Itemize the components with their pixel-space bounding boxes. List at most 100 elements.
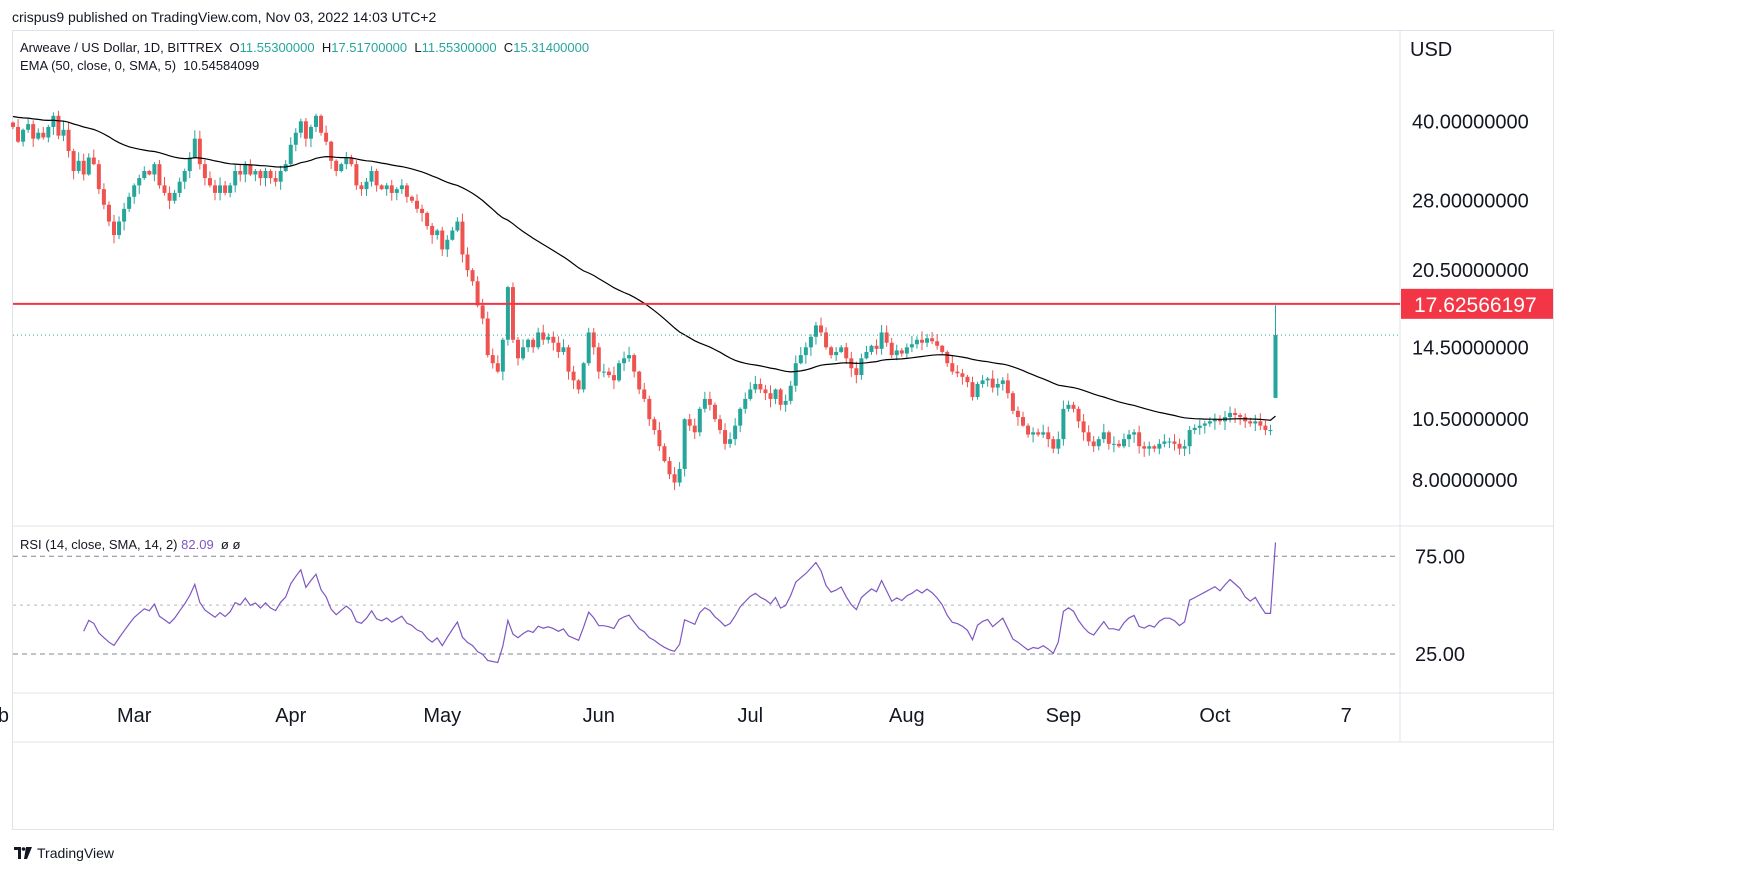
candle-body bbox=[91, 157, 96, 165]
candle-body bbox=[1172, 441, 1177, 444]
candle-body bbox=[187, 157, 192, 172]
candle-body bbox=[990, 378, 995, 388]
candle-body bbox=[662, 446, 667, 462]
candle-body bbox=[1122, 439, 1126, 447]
candle-body bbox=[601, 371, 606, 373]
time-tick-label: Sep bbox=[1046, 705, 1082, 727]
candle-body bbox=[778, 389, 783, 405]
ema-layer bbox=[12, 115, 1276, 421]
candle-body bbox=[339, 164, 344, 172]
candle-body bbox=[379, 185, 384, 190]
candle-body bbox=[1132, 432, 1137, 435]
candle-body bbox=[1197, 425, 1202, 428]
rsi-label[interactable]: RSI (14, close, SMA, 14, 2) bbox=[20, 537, 178, 552]
candle-body bbox=[223, 185, 228, 193]
candle-body bbox=[844, 347, 849, 359]
candle-body bbox=[71, 151, 76, 172]
open-key: O bbox=[229, 40, 240, 55]
candle-body bbox=[11, 122, 15, 127]
candle-body bbox=[783, 400, 788, 405]
candle-body bbox=[879, 332, 884, 349]
candle-body bbox=[1056, 439, 1061, 449]
candle-body bbox=[510, 287, 515, 340]
candle-body bbox=[314, 115, 318, 127]
candle-body bbox=[1142, 446, 1147, 449]
candle-body bbox=[642, 389, 647, 399]
resistance-price-label: 17.62566197 bbox=[1414, 294, 1537, 317]
candle-body bbox=[1152, 446, 1157, 449]
symbol-label[interactable]: Arweave / US Dollar, 1D, BITTREX bbox=[20, 40, 223, 55]
candle-body bbox=[1258, 421, 1263, 426]
candle-body bbox=[904, 347, 909, 354]
candle-body bbox=[798, 355, 803, 364]
candle-body bbox=[1147, 446, 1152, 449]
candle-body bbox=[576, 380, 581, 390]
candle-body bbox=[157, 164, 162, 186]
candle-body bbox=[132, 185, 137, 197]
candle-body bbox=[697, 408, 702, 433]
candle-body bbox=[935, 341, 940, 346]
candle-body bbox=[667, 461, 672, 475]
tradingview-logo-icon bbox=[14, 847, 32, 859]
rsi-bands bbox=[13, 555, 1399, 655]
price-tick-label: 40.00000000 bbox=[1412, 111, 1529, 133]
candle-body bbox=[182, 171, 187, 182]
candle-body bbox=[283, 164, 288, 172]
candle-body bbox=[894, 350, 899, 356]
candle-body bbox=[546, 336, 551, 340]
candle-body bbox=[965, 376, 970, 383]
high-key: H bbox=[321, 40, 332, 55]
candle-body bbox=[773, 389, 778, 399]
candle-body bbox=[293, 132, 298, 145]
time-axis: eb Mar Apr May Jun Jul Aug Sep Oct 7 bbox=[0, 705, 1352, 727]
candle-body bbox=[147, 171, 152, 175]
candle-body bbox=[874, 345, 879, 349]
footer-brand[interactable]: TradingView bbox=[14, 845, 114, 861]
candle-body bbox=[561, 347, 566, 352]
candle-body bbox=[41, 132, 46, 138]
candle-body bbox=[273, 178, 278, 182]
candle-body bbox=[758, 383, 763, 390]
candle-body bbox=[556, 342, 561, 352]
candle-body bbox=[743, 398, 748, 409]
candle-body bbox=[591, 332, 596, 348]
candle-body bbox=[243, 164, 248, 175]
candle-body bbox=[526, 339, 531, 348]
candle-body bbox=[162, 185, 167, 193]
candle-body bbox=[425, 213, 430, 226]
candle-body bbox=[1238, 414, 1243, 418]
candle-body bbox=[1101, 432, 1106, 440]
candle-body bbox=[980, 380, 985, 384]
price-tick-label: 14.50000000 bbox=[1412, 337, 1529, 359]
candle-body bbox=[611, 375, 616, 381]
candle-body bbox=[707, 398, 712, 405]
candle-body bbox=[864, 351, 869, 359]
candle-body bbox=[1263, 425, 1268, 431]
candle-body bbox=[839, 347, 844, 352]
candle-body bbox=[61, 129, 66, 136]
candle-body bbox=[334, 160, 339, 172]
candle-body bbox=[884, 332, 889, 343]
candle-body bbox=[1273, 335, 1278, 398]
rsi-legend: RSI (14, close, SMA, 14, 2) 82.09 ø ø bbox=[20, 536, 240, 554]
low-value: 11.55300000 bbox=[421, 40, 497, 55]
candle-body bbox=[465, 254, 470, 271]
candle-body bbox=[975, 383, 980, 398]
candle-body bbox=[788, 385, 793, 401]
tradingview-brand-text: TradingView bbox=[37, 845, 115, 861]
candle-body bbox=[803, 347, 808, 356]
candle-body bbox=[1157, 443, 1162, 449]
candle-body bbox=[622, 358, 627, 364]
time-tick-label: Mar bbox=[117, 705, 152, 727]
candle-body bbox=[541, 332, 546, 340]
candle-body bbox=[495, 363, 500, 372]
candle-body bbox=[278, 171, 283, 182]
candle-body bbox=[233, 171, 238, 186]
candle-body bbox=[248, 164, 253, 175]
candle-body bbox=[940, 345, 945, 352]
candle-body bbox=[66, 129, 71, 152]
candle-body bbox=[36, 132, 41, 139]
candle-body bbox=[152, 164, 157, 175]
ema-label[interactable]: EMA (50, close, 0, SMA, 5) bbox=[20, 58, 177, 73]
